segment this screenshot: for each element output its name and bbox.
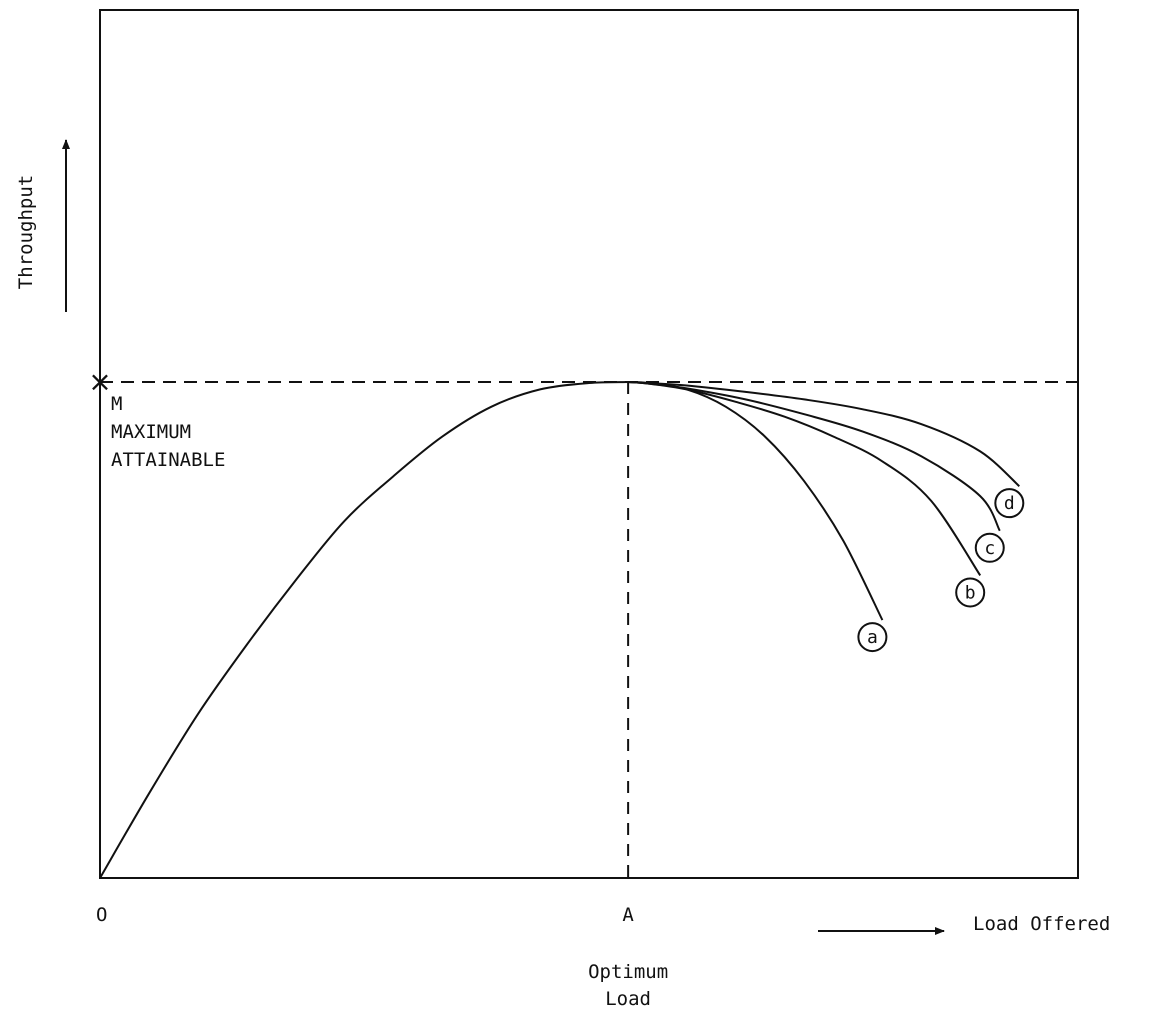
y-axis-label: Throughput (15, 175, 37, 289)
optimum-load-caption: Optimum (588, 961, 668, 983)
curve-a-marker (857, 622, 888, 653)
maximum-label-line2: MAXIMUM (111, 421, 191, 443)
curve-b-marker (955, 577, 986, 608)
curve-c-label: c (984, 538, 995, 559)
origin-label: O (96, 904, 107, 926)
curve-d-label: d (1004, 493, 1015, 514)
curve-b (628, 381, 982, 576)
maximum-label: M (111, 393, 122, 415)
maximum-marker: × (88, 365, 111, 398)
plot-frame (99, 9, 1079, 879)
throughput-curve (99, 381, 629, 879)
optimum-load-caption-line2: Load (605, 988, 651, 1010)
maximum-label-line3: ATTAINABLE (111, 449, 225, 471)
curve-a-label: a (867, 627, 878, 648)
curve-c (628, 381, 1001, 532)
curve-c-marker (974, 532, 1005, 563)
curve-b-label: b (965, 582, 976, 603)
x-axis-label: Load Offered (973, 913, 1110, 935)
overload-curves: a b c d (628, 381, 1025, 653)
curve-d-marker (994, 488, 1025, 519)
curve-a (628, 381, 884, 621)
optimum-load-tick-label: A (622, 904, 634, 926)
curve-d (628, 381, 1020, 487)
